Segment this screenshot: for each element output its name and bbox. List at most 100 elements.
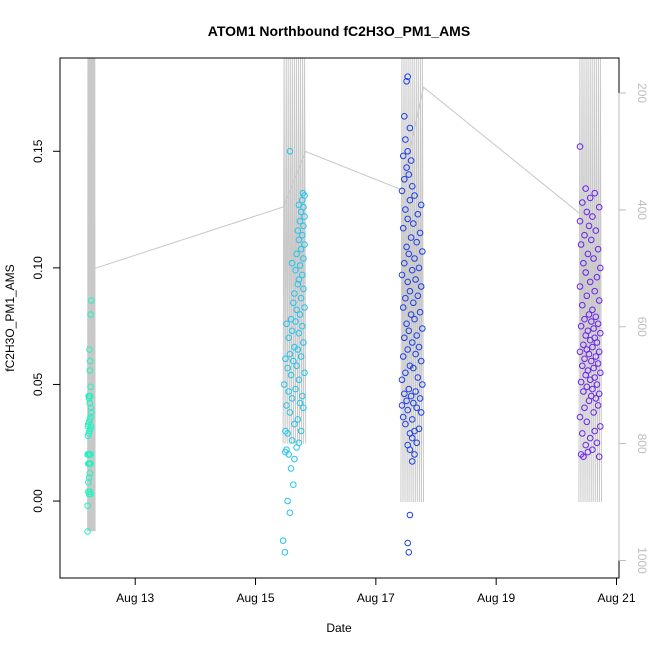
data-point (417, 283, 425, 290)
data-point (593, 439, 601, 447)
data-point (84, 423, 92, 430)
data-point (417, 201, 425, 209)
data-point (591, 374, 599, 381)
data-point (300, 285, 307, 293)
data-point (399, 304, 407, 311)
data-point (399, 152, 407, 160)
right-tick-label: 400 (635, 200, 649, 220)
data-point (582, 269, 590, 276)
data-point (584, 327, 592, 335)
data-point (577, 378, 585, 386)
data-point (577, 322, 585, 330)
data-point (401, 390, 408, 398)
data-point (86, 367, 94, 374)
x-axis-label: Date (326, 621, 352, 635)
data-point (576, 217, 584, 225)
data-point (291, 420, 298, 428)
data-point (589, 446, 596, 454)
data-point (595, 203, 603, 211)
data-point (299, 392, 306, 400)
data-point (282, 355, 289, 363)
data-point (290, 299, 297, 307)
data-point (416, 229, 424, 237)
data-point (402, 294, 409, 302)
data-point (576, 413, 584, 421)
data-point (294, 280, 302, 288)
data-point (583, 292, 591, 300)
data-point (405, 385, 413, 393)
y-tick-label: 0.05 (31, 372, 45, 396)
data-point (405, 549, 413, 556)
data-point (415, 343, 423, 351)
data-point (413, 404, 421, 412)
data-point (413, 332, 421, 339)
data-point (591, 334, 599, 342)
data-point (582, 185, 590, 192)
data-points (84, 73, 604, 556)
data-point (403, 320, 410, 328)
data-point (87, 451, 94, 458)
data-point (300, 404, 307, 412)
y-axis: 0.00 0.05 0.10 0.15 (31, 139, 61, 513)
data-point (594, 320, 602, 328)
y-axis-label: fC2H3O_PM1_AMS (3, 264, 17, 371)
data-point (283, 320, 290, 328)
data-point (411, 192, 418, 199)
data-point (590, 255, 597, 262)
data-point (414, 292, 422, 300)
data-point (297, 245, 305, 253)
chart-title: ATOM1 Northbound fC2H3O_PM1_AMS (208, 23, 470, 39)
data-point (87, 490, 94, 498)
data-point (283, 402, 290, 409)
data-point (297, 353, 305, 360)
data-point (407, 234, 415, 241)
data-point (591, 287, 599, 295)
data-point (398, 187, 406, 195)
data-point (410, 399, 417, 407)
data-point (412, 276, 419, 283)
data-point (586, 278, 594, 286)
data-point (404, 406, 412, 414)
data-point (283, 446, 290, 454)
data-point (411, 315, 418, 323)
data-point (592, 353, 600, 360)
data-point (287, 465, 295, 472)
data-point (589, 343, 596, 351)
data-point (407, 311, 415, 318)
data-point (580, 341, 587, 349)
data-point (401, 259, 408, 267)
data-point (404, 539, 412, 547)
data-point (593, 381, 601, 388)
data-point (413, 439, 421, 447)
data-point (405, 250, 413, 258)
data-point (579, 362, 586, 370)
data-point (411, 451, 418, 458)
data-point (88, 297, 95, 304)
data-point (287, 315, 295, 323)
data-point (410, 220, 417, 227)
x-tick-label: Aug 21 (597, 591, 635, 605)
data-point (583, 208, 591, 216)
data-point (594, 402, 602, 409)
data-point (398, 376, 406, 384)
data-point (404, 73, 412, 80)
data-point (407, 157, 415, 164)
data-point (299, 189, 307, 197)
data-point (597, 264, 604, 272)
data-point (294, 227, 302, 234)
data-point (300, 339, 307, 346)
data-point (580, 388, 587, 395)
data-point (404, 346, 412, 353)
data-point (579, 301, 586, 309)
data-point (87, 383, 94, 391)
right-tick-label: 200 (635, 83, 649, 103)
data-point (299, 231, 306, 239)
data-point (413, 238, 421, 246)
data-point (88, 409, 95, 416)
data-point (286, 409, 294, 416)
y-tick-label: 0.15 (31, 139, 45, 163)
data-point (414, 210, 422, 218)
data-point (586, 434, 594, 442)
data-point (406, 124, 414, 132)
data-point (85, 474, 93, 482)
